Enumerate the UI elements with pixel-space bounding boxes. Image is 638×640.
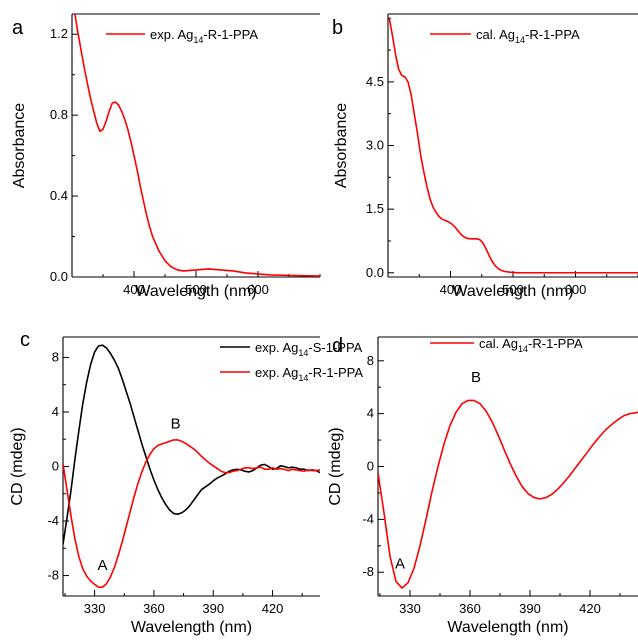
x-tick-label: 400	[440, 282, 462, 297]
panel-c: 330 360 390 420 -8 -4 0 4 8 Wavelength (nm) CD (md…	[9, 329, 363, 636]
series-line	[63, 439, 320, 588]
x-axis-title: Wavelength (nm)	[135, 283, 256, 300]
y-tick-label: 3.0	[366, 138, 384, 153]
legend-label: exp. Ag14-R-1-PPA	[150, 27, 258, 45]
y-tick-label: 1.5	[366, 201, 384, 216]
y-tick-label: 4	[52, 404, 59, 419]
panel-label: c	[20, 329, 30, 351]
x-tick-label: 390	[519, 601, 541, 616]
y-axis-title: Absorbance	[11, 103, 28, 188]
y-tick-label: 0	[52, 459, 59, 474]
panel-d: 330 360 390 420 -8 -4 0 4 8 Wavelength (nm) CD (md…	[327, 335, 638, 636]
series-line	[74, 14, 320, 277]
series-line	[63, 344, 320, 545]
panel-a: 400 500 600 0.0 0.4 0.8 1.2 Wavelength (nm) Abso…	[11, 13, 321, 300]
y-tick-label: 0.0	[366, 265, 384, 280]
y-tick-label: -4	[362, 511, 374, 526]
x-tick-label: 500	[502, 282, 524, 297]
y-tick-label: -4	[47, 513, 59, 528]
peak-annotation: A	[98, 557, 108, 574]
panel-label: b	[332, 17, 343, 39]
y-tick-label: 8	[52, 349, 59, 364]
y-axis-title: CD (mdeg)	[327, 427, 344, 505]
y-tick-label: 0.0	[50, 269, 68, 284]
x-tick-label: 420	[262, 601, 284, 616]
y-tick-label: 0.4	[50, 188, 68, 203]
y-tick-label: 8	[367, 353, 374, 368]
y-tick-label: 0.8	[50, 107, 68, 122]
y-tick-label: 0	[367, 459, 374, 474]
panel-label: a	[12, 17, 24, 39]
x-axis-title: Wavelength (nm)	[131, 619, 252, 636]
legend-label: exp. Ag14-R-1-PPA	[255, 365, 363, 383]
x-axis-title: Wavelength (nm)	[452, 283, 573, 300]
y-tick-label: 1.2	[50, 26, 68, 41]
x-tick-label: 360	[459, 601, 481, 616]
y-tick-label: 4.5	[366, 74, 384, 89]
x-tick-label: 330	[84, 601, 106, 616]
x-tick-label: 400	[123, 282, 145, 297]
x-axis-title: Wavelength (nm)	[447, 619, 568, 636]
series-line	[378, 399, 638, 589]
legend-label: cal. Ag14-R-1-PPA	[479, 336, 583, 354]
legend: cal. Ag14-R-1-PPA	[430, 336, 583, 354]
x-tick-label: 330	[399, 601, 421, 616]
peak-annotation: B	[171, 415, 181, 432]
panel-b: 400 500 600 0.0 1.5 3.0 4.5 Wavelength (nm) Abso…	[332, 13, 638, 300]
x-tick-label: 600	[247, 282, 269, 297]
series-line	[388, 18, 638, 274]
x-tick-label: 390	[202, 601, 224, 616]
y-axis-title: CD (mdeg)	[9, 427, 26, 505]
x-tick-label: 360	[143, 601, 165, 616]
peak-annotation: A	[395, 555, 405, 572]
legend: exp. Ag14-R-1-PPA	[106, 27, 258, 45]
y-axis-title: Absorbance	[333, 103, 350, 188]
legend: exp. Ag14-S-1-PPA exp. Ag14-R-1-PPA	[220, 340, 363, 383]
legend-label: cal. Ag14-R-1-PPA	[476, 27, 580, 45]
peak-annotation: B	[471, 369, 481, 386]
y-tick-label: 4	[367, 406, 374, 421]
x-tick-label: 600	[565, 282, 587, 297]
legend: cal. Ag14-R-1-PPA	[430, 27, 580, 45]
panel-label: d	[332, 335, 343, 357]
x-tick-label: 420	[579, 601, 601, 616]
legend-label: exp. Ag14-S-1-PPA	[255, 340, 363, 358]
y-tick-label: -8	[47, 568, 59, 583]
y-tick-label: -8	[362, 564, 374, 579]
x-tick-label: 500	[185, 282, 207, 297]
